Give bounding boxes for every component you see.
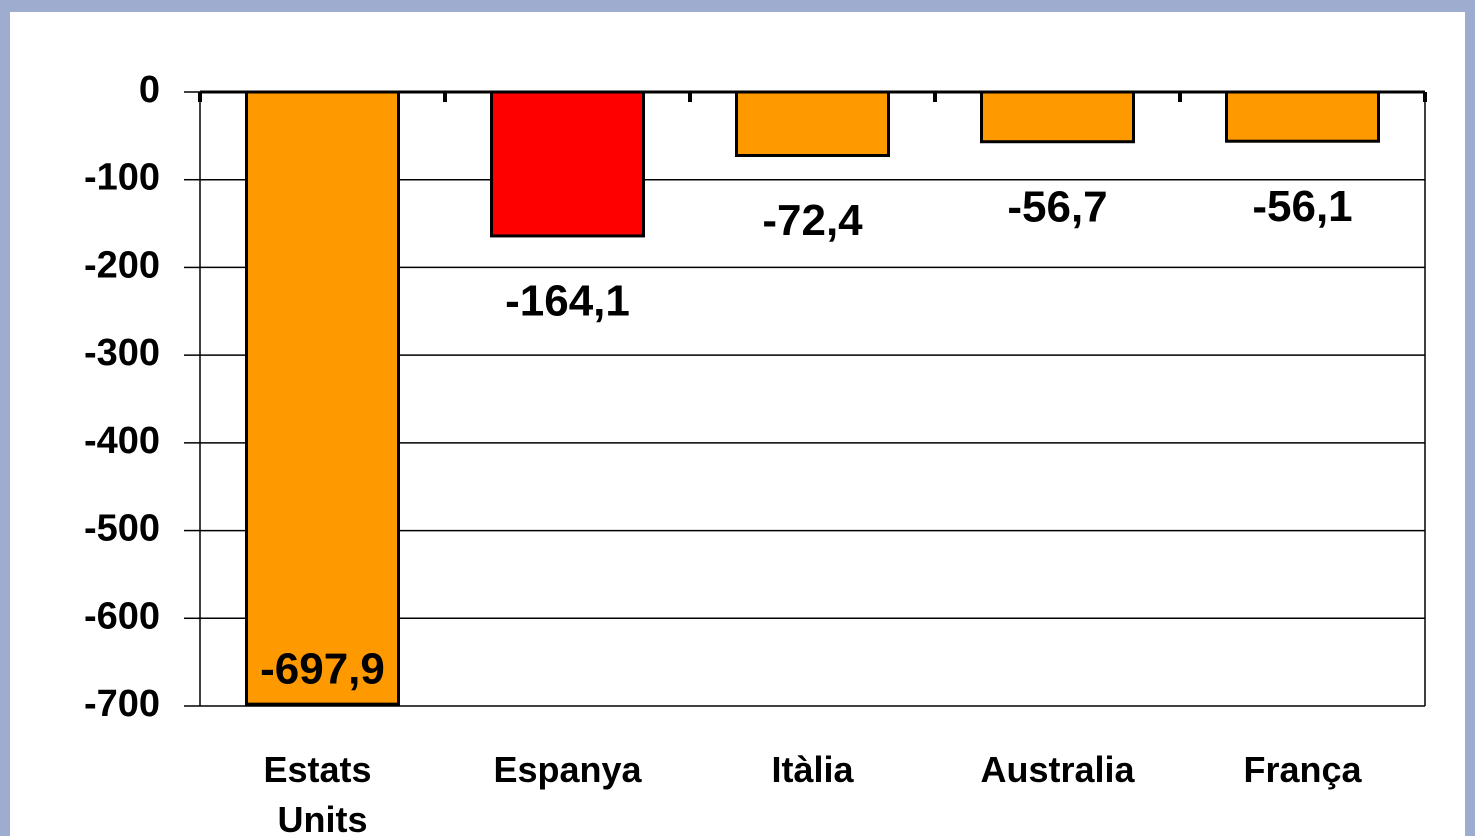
y-tick-label: -300 xyxy=(84,332,160,374)
value-label: -164,1 xyxy=(505,277,630,326)
y-tick-label: -200 xyxy=(84,244,160,286)
y-tick-label: 0 xyxy=(139,69,160,111)
value-label: -72,4 xyxy=(762,196,863,245)
y-tick-label: -700 xyxy=(84,683,160,725)
bar xyxy=(490,90,645,238)
bar xyxy=(735,90,890,158)
x-tick-label: Australia xyxy=(980,749,1135,790)
bar xyxy=(245,90,400,706)
bar xyxy=(1225,90,1380,143)
bar xyxy=(980,90,1135,144)
x-tick-label: França xyxy=(1243,749,1362,790)
value-label: -56,1 xyxy=(1252,182,1352,231)
y-tick-label: -600 xyxy=(84,595,160,637)
x-tick-label: Itàlia xyxy=(771,749,854,790)
x-tick-label: Estats Units xyxy=(263,749,381,836)
y-tick-label: -100 xyxy=(84,157,160,199)
x-tick-label: Espanya xyxy=(493,749,642,790)
value-label: -56,7 xyxy=(1007,182,1107,231)
y-tick-label: -500 xyxy=(84,508,160,550)
value-label: -697,9 xyxy=(260,645,385,694)
y-tick-label: -400 xyxy=(84,420,160,462)
